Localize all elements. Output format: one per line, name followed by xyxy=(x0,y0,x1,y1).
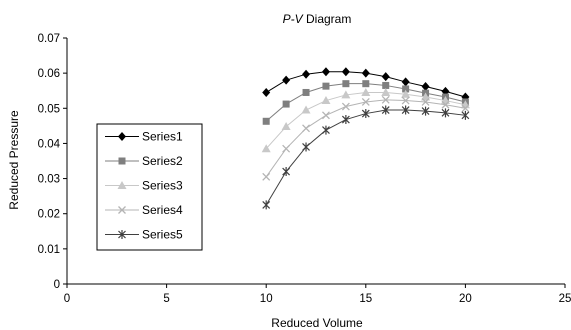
legend-label: Series4 xyxy=(142,203,183,217)
data-point xyxy=(461,104,470,113)
legend-label: Series3 xyxy=(142,179,183,193)
data-point xyxy=(322,111,330,120)
x-tick-label: 10 xyxy=(260,293,273,305)
data-point xyxy=(262,200,271,210)
series-1 xyxy=(262,67,470,102)
legend-label: Series2 xyxy=(142,154,183,168)
data-point xyxy=(362,80,370,88)
y-tick-label: 0.05 xyxy=(38,103,60,115)
data-point xyxy=(118,132,126,141)
data-point xyxy=(302,124,310,133)
legend-box xyxy=(96,123,203,251)
x-tick-label: 20 xyxy=(459,293,472,305)
data-point xyxy=(381,87,391,96)
legend-label: Series1 xyxy=(142,130,183,144)
y-tick-label: 0.04 xyxy=(38,138,61,150)
data-point xyxy=(401,105,410,115)
data-point xyxy=(282,75,291,85)
y-tick-label: 0.03 xyxy=(38,174,60,186)
x-axis-label: Reduced Volume xyxy=(271,316,363,330)
data-point xyxy=(361,109,370,119)
data-point xyxy=(118,230,126,239)
data-point xyxy=(262,172,271,181)
data-point xyxy=(322,82,330,90)
y-tick-label: 0.06 xyxy=(38,68,60,80)
legend-item: Series4 xyxy=(105,203,183,217)
x-tick-label: 0 xyxy=(64,293,70,305)
data-point xyxy=(341,115,350,125)
data-point xyxy=(421,92,431,101)
x-tick-label: 15 xyxy=(359,293,372,305)
data-point xyxy=(282,144,291,153)
data-point xyxy=(262,117,270,125)
data-point xyxy=(118,206,126,214)
data-point xyxy=(401,89,411,98)
data-point xyxy=(421,81,430,91)
series-line xyxy=(265,109,466,206)
y-axis-label: Reduced Pressure xyxy=(7,110,21,210)
series-line xyxy=(265,91,466,150)
data-point xyxy=(421,106,430,116)
data-point xyxy=(401,96,410,105)
data-point xyxy=(342,80,350,88)
data-point xyxy=(118,157,126,165)
y-tick-label: 0.01 xyxy=(38,244,60,256)
data-point xyxy=(381,95,390,104)
data-point xyxy=(321,67,330,77)
series-3 xyxy=(261,87,470,153)
data-point xyxy=(341,67,350,77)
chart-title: P-V Diagram xyxy=(283,12,352,26)
data-point xyxy=(301,105,311,114)
data-point xyxy=(401,77,410,87)
data-point xyxy=(461,110,470,120)
legend-item: Series2 xyxy=(105,154,183,168)
data-point xyxy=(302,69,311,79)
data-point xyxy=(282,167,291,177)
data-point xyxy=(361,87,371,96)
x-tick-label: 25 xyxy=(559,293,571,305)
data-point xyxy=(361,98,370,106)
legend-item: Series1 xyxy=(105,130,183,144)
y-tick-label: 0.02 xyxy=(38,209,60,221)
data-point xyxy=(261,144,271,153)
legend: Series1 Series2 Series3 Series4 Series5 xyxy=(96,123,203,251)
data-point xyxy=(381,105,390,115)
series-4 xyxy=(262,95,470,181)
plot-area: 0 0.01 0.02 0.03 0.04 0.05 0.06 0.07 0 5 10 15 20 25 xyxy=(38,33,571,305)
data-point xyxy=(262,87,271,97)
data-point xyxy=(381,72,390,82)
data-point xyxy=(341,90,351,99)
data-point xyxy=(421,98,430,106)
data-point xyxy=(382,81,390,89)
data-point xyxy=(361,68,370,78)
legend-label: Series5 xyxy=(142,228,183,242)
data-point xyxy=(441,108,450,118)
data-point xyxy=(117,181,127,189)
data-point xyxy=(441,100,450,109)
data-point xyxy=(282,100,290,108)
legend-item: Series5 xyxy=(105,228,183,242)
data-point xyxy=(281,122,291,131)
x-tick-label: 5 xyxy=(163,293,169,305)
data-point xyxy=(321,96,331,105)
series-5 xyxy=(262,105,470,210)
data-point xyxy=(302,142,310,152)
y-tick-label: 0 xyxy=(54,279,60,291)
legend-item: Series3 xyxy=(105,179,183,193)
data-point xyxy=(402,85,410,93)
data-point xyxy=(341,102,350,111)
data-point xyxy=(302,88,310,96)
data-point xyxy=(322,125,330,135)
y-tick-label: 0.07 xyxy=(38,33,60,45)
